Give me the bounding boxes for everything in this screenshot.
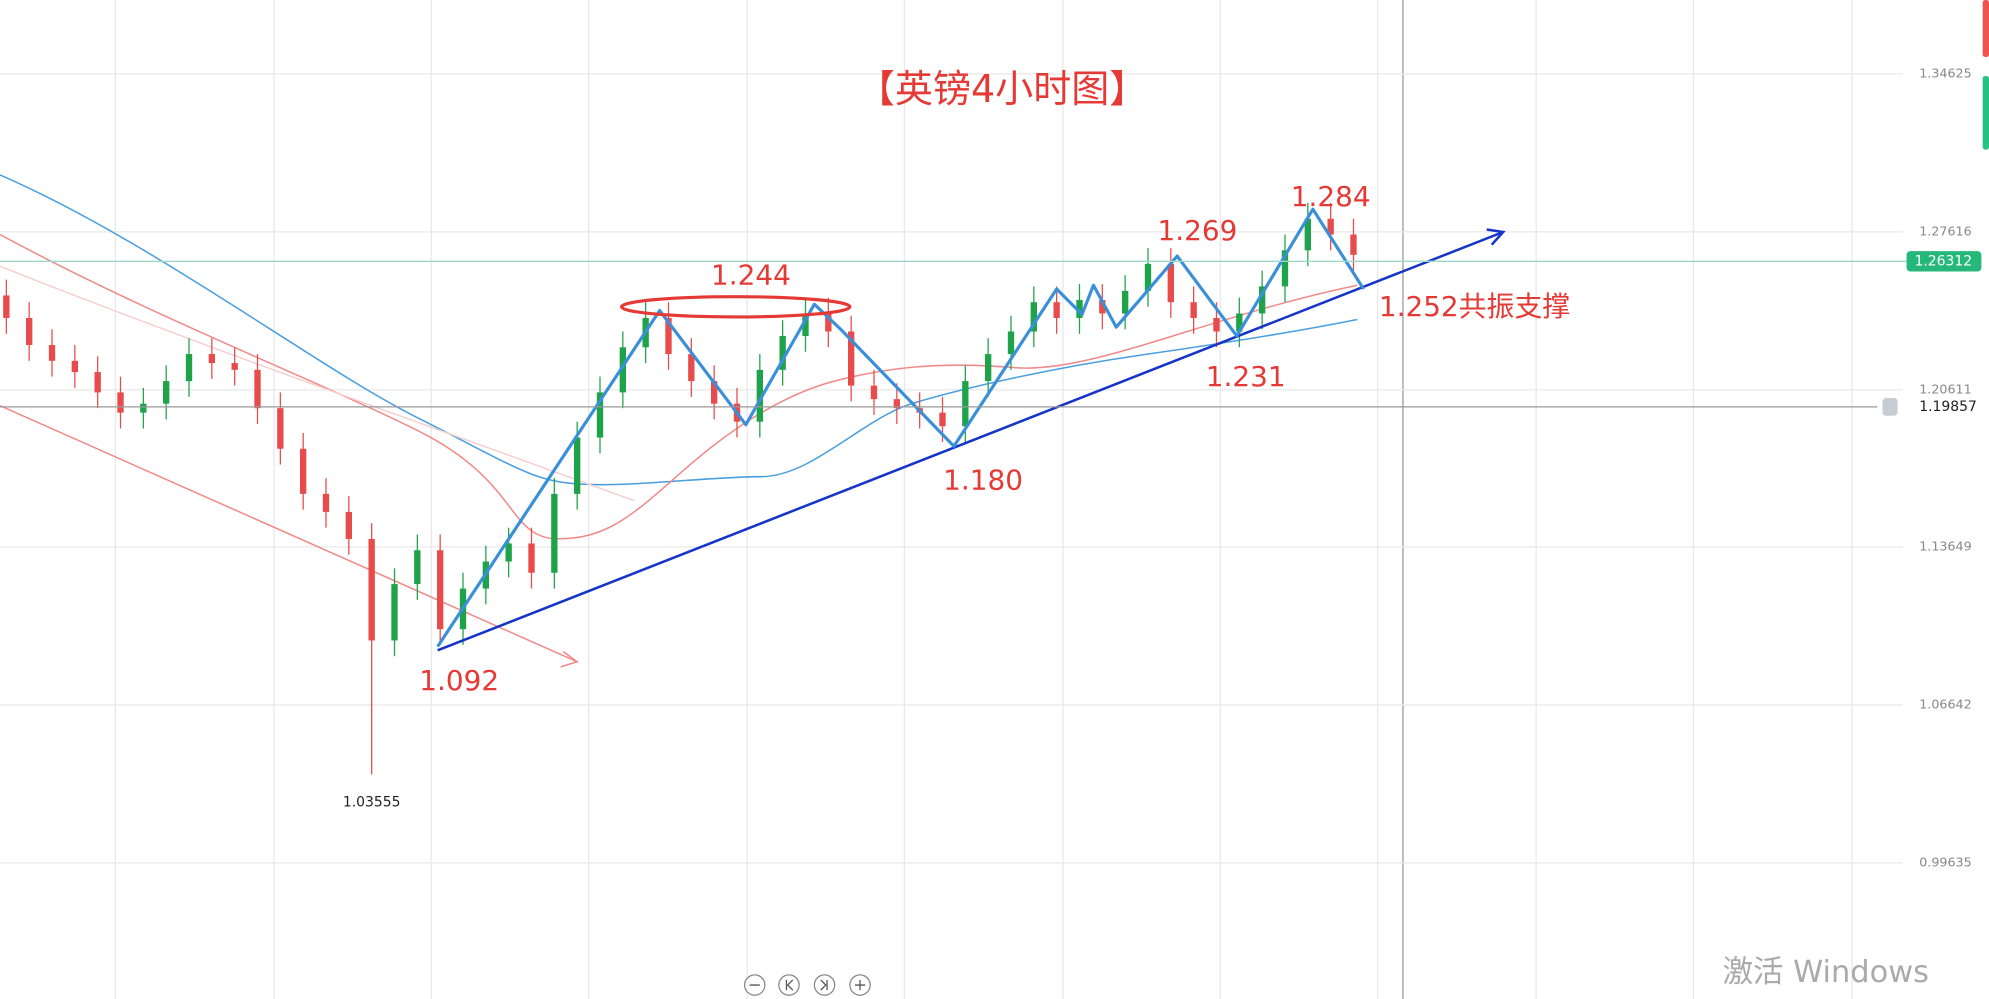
candle-body xyxy=(619,347,627,393)
watermark: 激活 Windows xyxy=(1723,955,1929,990)
price-annotation: 1.180 xyxy=(943,464,1023,497)
trendline xyxy=(437,228,1506,652)
candle-body xyxy=(185,354,193,382)
y-tick-label: 1.06642 xyxy=(1919,696,1971,711)
red-arrow-line xyxy=(0,404,579,668)
last-price-label: 1.26312 xyxy=(1915,253,1973,269)
last-price-badge xyxy=(1906,251,1982,272)
candle-body xyxy=(117,392,124,413)
drawings xyxy=(436,207,1506,652)
candle-body xyxy=(1350,234,1357,255)
candle-body xyxy=(870,385,878,400)
candle-body xyxy=(163,381,170,404)
annotations: 1.244 1.269 1.284 1.252共振支撑 1.231 1.180 1.092 xyxy=(419,180,1570,697)
candle-body xyxy=(1007,331,1015,355)
candle-body xyxy=(1144,263,1152,291)
v-grid xyxy=(114,0,1853,999)
candle-body xyxy=(665,317,672,355)
price-annotation: 1.284 xyxy=(1291,180,1371,213)
candle-body xyxy=(573,437,581,494)
price-annotation: 1.231 xyxy=(1206,360,1286,393)
candle-body xyxy=(391,584,398,641)
ma-blue xyxy=(0,174,1358,486)
price-annotation: 1.092 xyxy=(419,664,499,697)
candle-body xyxy=(299,448,307,494)
candle-body xyxy=(984,354,992,382)
candle-body xyxy=(1076,299,1083,318)
chart-title: 【英镑4小时图】 xyxy=(857,67,1148,111)
price-annotation: 1.244 xyxy=(711,258,791,291)
candle-body xyxy=(3,295,10,318)
candle-body xyxy=(1190,302,1197,318)
candle-body xyxy=(893,399,900,409)
price-lines: 1.26312 1.19857 1.03555 xyxy=(0,251,1982,810)
zigzag xyxy=(436,207,1365,648)
ma-pink xyxy=(0,265,635,502)
nav-buttons xyxy=(743,974,871,996)
price-annotation: 1.252共振支撑 xyxy=(1379,290,1570,323)
candle-body xyxy=(1167,263,1174,303)
resistance-ellipse xyxy=(619,295,852,319)
candle-body xyxy=(1030,302,1037,332)
candle-body xyxy=(802,313,809,337)
candle-body xyxy=(1213,317,1220,332)
candle-body xyxy=(528,543,535,573)
y-tick-label: 1.27616 xyxy=(1919,223,1971,238)
candle-body xyxy=(825,313,832,332)
candle-body xyxy=(1281,250,1289,287)
candle-body xyxy=(551,493,558,573)
crosshair-price-label: 1.19857 xyxy=(1919,399,1977,415)
candle-body xyxy=(1327,218,1334,235)
candle-body xyxy=(710,381,718,404)
candle-body xyxy=(414,550,421,585)
candle-body xyxy=(1053,302,1060,318)
candle-body xyxy=(368,538,375,641)
candle-body xyxy=(1258,286,1266,314)
candles xyxy=(3,202,1357,775)
candle-body xyxy=(596,392,604,438)
candle-body xyxy=(1121,290,1129,314)
candle-body xyxy=(939,412,946,427)
h-grid: 1.34625 1.27616 1.20611 1.13649 1.06642 0.996… xyxy=(0,65,1972,869)
candle-body xyxy=(254,369,261,409)
candle-body xyxy=(847,331,855,386)
y-tick-label: 1.13649 xyxy=(1919,538,1971,553)
candle-body xyxy=(436,550,444,630)
alert-bell xyxy=(1882,398,1898,416)
candle-body xyxy=(1099,299,1106,314)
candle-body xyxy=(505,543,512,562)
candle-body xyxy=(48,345,56,361)
low-marker-label: 1.03555 xyxy=(343,794,401,810)
candle-body xyxy=(277,408,284,449)
scroll-marker-red xyxy=(1982,0,1989,58)
candle-body xyxy=(345,511,353,539)
candle-body xyxy=(1304,218,1311,251)
scroll-marker-green xyxy=(1982,76,1989,150)
y-tick-label: 1.34625 xyxy=(1919,65,1971,80)
y-tick-label: 0.99635 xyxy=(1919,854,1971,869)
candle-body xyxy=(26,317,33,346)
y-tick-label: 1.20611 xyxy=(1919,381,1971,396)
candle-body xyxy=(140,403,147,413)
candle-body xyxy=(779,336,786,370)
candle-body xyxy=(756,369,763,422)
moving-averages xyxy=(0,174,1358,668)
candle-body xyxy=(962,381,969,427)
candle-body xyxy=(94,372,101,393)
candle-body xyxy=(688,354,695,382)
price-annotation: 1.269 xyxy=(1158,214,1238,247)
candle-body xyxy=(71,360,79,373)
candle-body xyxy=(208,354,216,364)
nav-icons xyxy=(749,979,866,991)
candle-body xyxy=(231,363,238,370)
candle-body xyxy=(1236,313,1243,332)
candle-body xyxy=(322,493,330,512)
